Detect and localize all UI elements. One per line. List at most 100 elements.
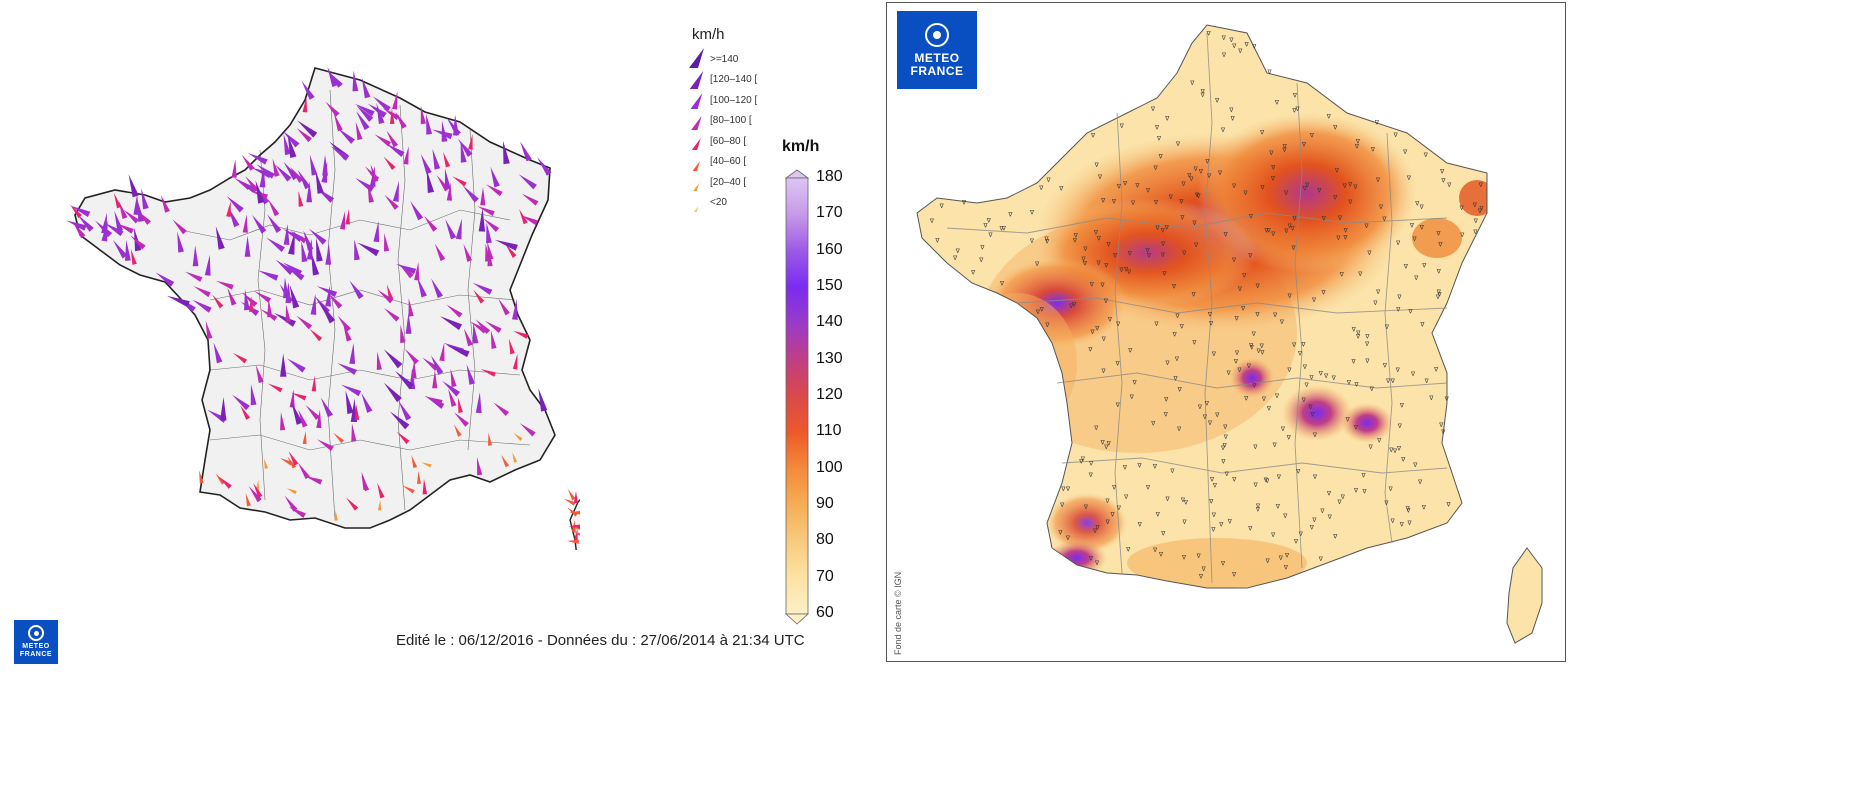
wind-arrow — [439, 316, 463, 331]
station-marker: ∇ — [1282, 143, 1288, 150]
station-marker: ∇ — [1292, 93, 1298, 100]
station-marker: ∇ — [1211, 351, 1217, 358]
wind-arrow — [285, 304, 291, 323]
colorbar-bottom-cap — [784, 613, 810, 625]
station-marker: ∇ — [1350, 358, 1356, 365]
station-marker: ∇ — [1186, 172, 1192, 179]
wind-arrow — [392, 91, 398, 110]
wind-arrow — [417, 276, 427, 298]
station-marker: ∇ — [934, 237, 940, 244]
station-marker: ∇ — [1088, 461, 1094, 468]
station-marker: ∇ — [1218, 521, 1224, 528]
station-marker: ∇ — [1421, 505, 1427, 512]
station-marker: ∇ — [1171, 283, 1177, 290]
wind-arrow — [273, 312, 296, 327]
wind-arrow — [446, 304, 463, 318]
station-marker: ∇ — [1145, 485, 1151, 492]
wind-arrow — [446, 345, 470, 358]
station-marker: ∇ — [1286, 434, 1292, 441]
station-marker: ∇ — [1078, 459, 1084, 466]
station-marker: ∇ — [1399, 402, 1405, 409]
wind-arrow — [184, 271, 203, 282]
station-marker: ∇ — [1274, 393, 1280, 400]
wind-arrow — [452, 176, 467, 187]
station-marker: ∇ — [1278, 555, 1284, 562]
wind-arrow — [377, 289, 394, 304]
station-marker: ∇ — [1251, 331, 1257, 338]
station-marker: ∇ — [1266, 227, 1272, 234]
wind-arrow — [289, 284, 300, 309]
wind-arrow — [376, 351, 382, 371]
wind-arrow — [383, 349, 403, 369]
station-marker: ∇ — [1122, 464, 1128, 471]
station-marker: ∇ — [1115, 360, 1121, 367]
wind-arrow — [361, 392, 373, 413]
station-marker: ∇ — [1412, 462, 1418, 469]
station-marker: ∇ — [1253, 482, 1259, 489]
wind-arrow — [160, 194, 170, 213]
station-marker: ∇ — [1115, 321, 1121, 328]
station-marker: ∇ — [1231, 257, 1237, 264]
station-marker: ∇ — [1156, 135, 1162, 142]
station-marker: ∇ — [1282, 513, 1288, 520]
station-marker: ∇ — [1402, 149, 1408, 156]
wind-arrow — [354, 404, 360, 421]
wind-arrow — [566, 539, 579, 544]
station-marker: ∇ — [1414, 200, 1420, 207]
station-marker: ∇ — [1256, 348, 1262, 355]
legend-row: [80–100 [ — [680, 110, 752, 132]
wind-arrow — [513, 432, 523, 441]
station-marker: ∇ — [1244, 41, 1250, 48]
wind-arrow — [232, 352, 248, 364]
wind-arrow — [297, 462, 310, 480]
station-marker: ∇ — [1472, 202, 1478, 209]
station-marker: ∇ — [1123, 494, 1129, 501]
station-marker: ∇ — [1233, 359, 1239, 366]
station-marker: ∇ — [1207, 420, 1213, 427]
legend-label: <20 — [710, 197, 727, 208]
station-marker: ∇ — [1136, 463, 1142, 470]
wind-arrow — [357, 242, 380, 257]
station-marker: ∇ — [1304, 182, 1310, 189]
wind-arrow — [297, 120, 318, 138]
station-marker: ∇ — [1433, 367, 1439, 374]
station-marker: ∇ — [1270, 231, 1276, 238]
station-marker: ∇ — [1163, 411, 1169, 418]
wind-arrow — [301, 80, 315, 100]
station-marker: ∇ — [1243, 395, 1249, 402]
wind-arrow — [310, 293, 317, 315]
legend-arrow-icon — [692, 160, 700, 171]
wind-arrow — [367, 184, 375, 203]
wind-arrow — [275, 164, 292, 182]
station-marker: ∇ — [1038, 185, 1044, 192]
station-marker: ∇ — [1473, 218, 1479, 225]
wind-arrow — [215, 280, 234, 290]
wind-arrow — [477, 206, 495, 217]
meteo-france-emblem-icon — [28, 625, 44, 641]
station-marker: ∇ — [1202, 414, 1208, 421]
wind-arrow — [291, 401, 303, 425]
colorbar-tick-label: 100 — [816, 458, 843, 476]
station-marker: ∇ — [1246, 363, 1252, 370]
heatmap-fill — [917, 25, 1487, 588]
station-marker: ∇ — [1366, 250, 1372, 257]
wind-arrow — [213, 342, 223, 364]
station-marker: ∇ — [1355, 330, 1361, 337]
wind-arrow — [199, 470, 204, 484]
wind-arrow — [345, 208, 350, 225]
station-marker: ∇ — [1459, 232, 1465, 239]
wind-arrow — [442, 380, 461, 397]
wind-arrow — [285, 266, 305, 281]
wind-arrow — [443, 151, 451, 168]
wind-arrow — [133, 193, 140, 215]
station-marker: ∇ — [1247, 253, 1253, 260]
station-marker: ∇ — [1096, 236, 1102, 243]
colorbar-top-cap — [784, 169, 810, 179]
station-marker: ∇ — [1309, 524, 1315, 531]
station-marker: ∇ — [1428, 395, 1434, 402]
station-marker: ∇ — [1332, 534, 1338, 541]
wind-arrow — [275, 259, 294, 275]
station-marker: ∇ — [1290, 225, 1296, 232]
station-marker: ∇ — [1346, 379, 1352, 386]
wind-arrow — [356, 110, 370, 131]
